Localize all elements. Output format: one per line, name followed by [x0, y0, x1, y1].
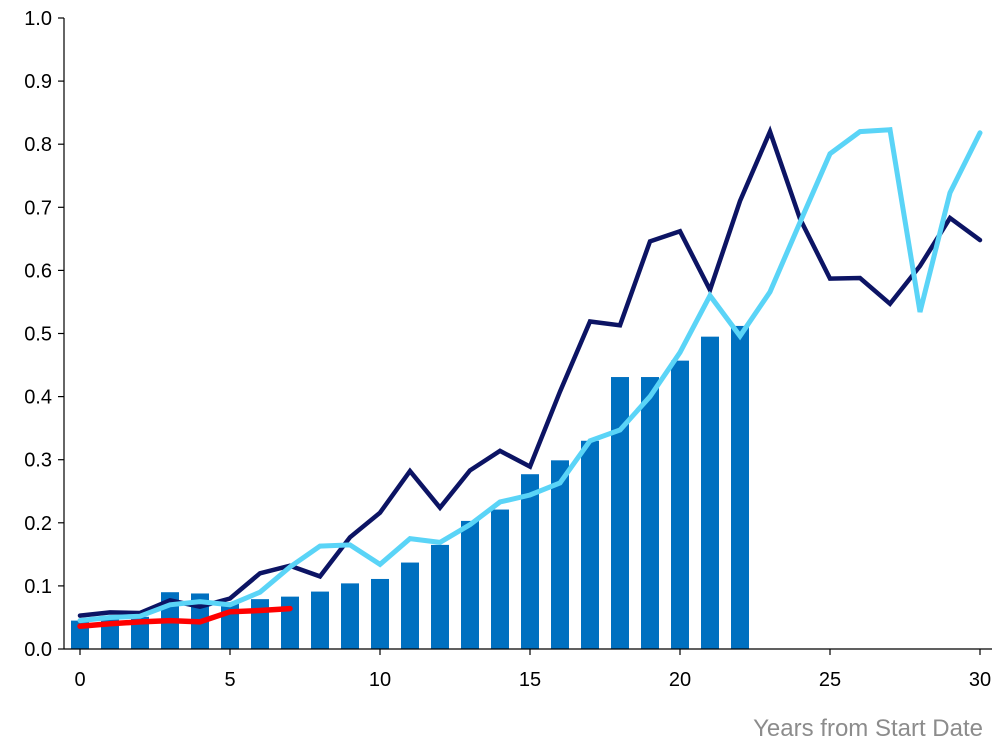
light-blue-line: [77, 127, 983, 624]
axes-layer: 0.0 0.1 0.2 0.3 0.4 0.5 0.6 0.7 0.8 0.9 1.0 0 5 10 15 2…: [24, 8, 992, 691]
x-tick-label: 25: [819, 669, 841, 691]
navy-line: [77, 125, 983, 618]
bar: [401, 562, 419, 649]
y-tick-label: 0.1: [24, 576, 52, 598]
x-tick-label: 15: [519, 669, 541, 691]
y-tick-label: 0.4: [24, 387, 52, 409]
bar: [251, 599, 269, 649]
x-tick-label: 10: [369, 669, 391, 691]
bar: [521, 474, 539, 649]
y-tick-label: 0.3: [24, 450, 52, 472]
y-tick-label: 0.8: [24, 134, 52, 156]
bar: [371, 578, 389, 649]
bar: [281, 596, 299, 649]
x-tick-label: 30: [969, 669, 991, 691]
y-tick-label: 0.0: [24, 639, 52, 661]
lines-layer: [77, 125, 983, 630]
x-tick-label: 5: [224, 669, 235, 691]
bar: [311, 591, 329, 649]
bar: [551, 460, 569, 649]
bar: [731, 325, 749, 649]
red-line: [77, 605, 293, 630]
y-tick-label: 0.9: [24, 71, 52, 93]
bar: [581, 440, 599, 649]
y-tick-label: 0.6: [24, 260, 52, 282]
x-tick-label: 20: [669, 669, 691, 691]
bar: [701, 336, 719, 649]
bar: [341, 583, 359, 649]
bar: [671, 360, 689, 649]
bar: [611, 377, 629, 649]
x-axis-title: Years from Start Date: [753, 715, 983, 742]
bar: [641, 377, 659, 649]
y-tick-label: 0.5: [24, 324, 52, 346]
y-tick-label: 0.7: [24, 197, 52, 219]
bar: [431, 544, 449, 649]
bar: [491, 509, 509, 649]
x-tick-label: 0: [74, 669, 85, 691]
bar: [461, 520, 479, 649]
y-tick-label: 0.2: [24, 513, 52, 535]
y-tick-label: 1.0: [24, 8, 52, 30]
